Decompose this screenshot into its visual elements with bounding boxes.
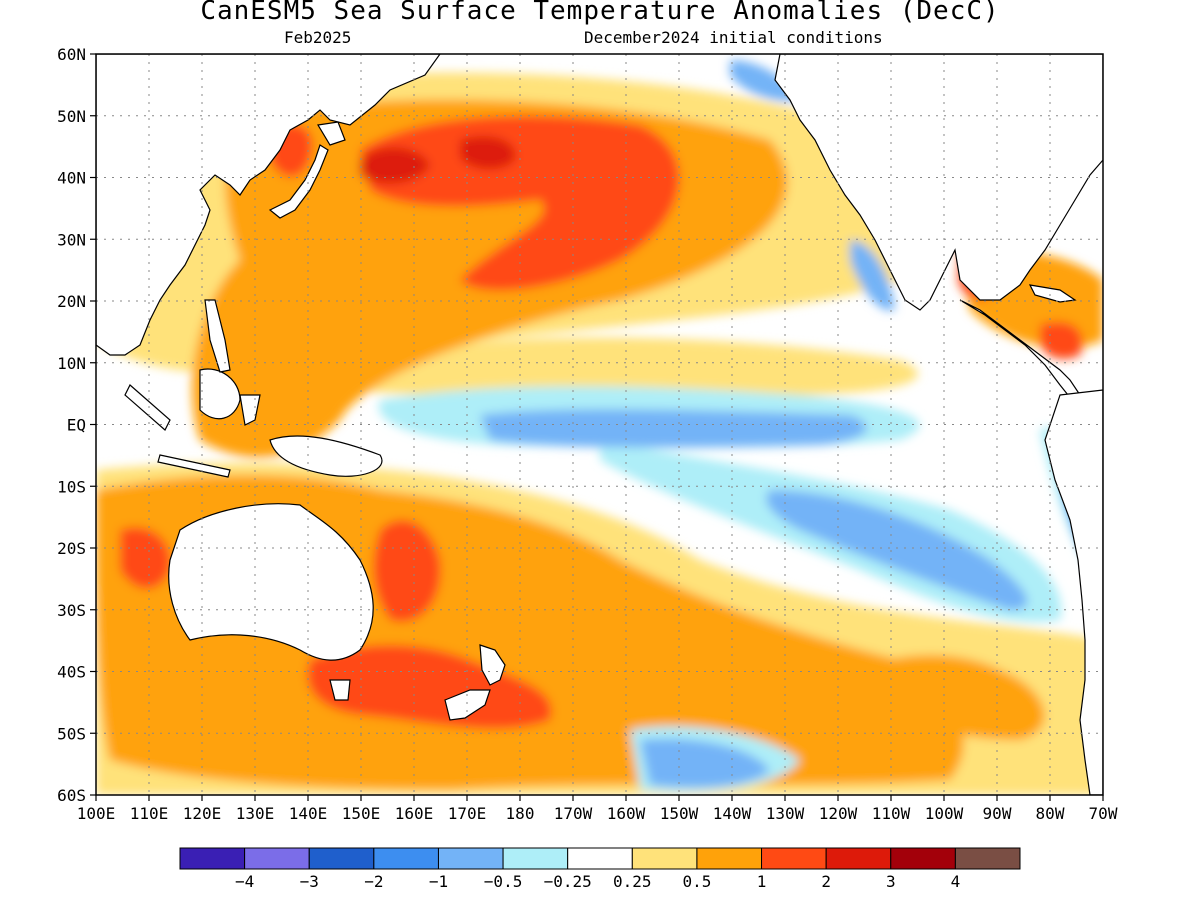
lon-label: 90W [983, 804, 1012, 823]
colorbar-swatch [244, 847, 310, 870]
lon-label: 170E [448, 804, 487, 823]
colorbar-label: −0.5 [484, 872, 523, 891]
colorbar-label: 4 [951, 872, 961, 891]
land-nz-north [479, 644, 506, 686]
land-borneo [199, 368, 241, 420]
lat-label: 20N [57, 292, 86, 311]
anomaly-region-orange [860, 655, 1045, 740]
lat-label: 10S [57, 477, 86, 496]
colorbar-swatch [179, 847, 246, 870]
lat-label: 20S [57, 539, 86, 558]
lon-label: 140W [713, 804, 752, 823]
land-asia [96, 54, 441, 356]
colorbar-label: 0.5 [682, 872, 711, 891]
lat-label: 10N [57, 354, 86, 373]
colorbar-swatch [502, 847, 569, 870]
colorbar-swatch [567, 847, 633, 870]
colorbar-label: −4 [235, 872, 254, 891]
land-australia [168, 503, 374, 661]
colorbar-label: −3 [300, 872, 319, 891]
land-sumatra [124, 384, 171, 431]
land-japan [268, 144, 329, 219]
land-new-guinea [269, 435, 383, 477]
lon-label: 120W [819, 804, 858, 823]
lon-label: 110W [872, 804, 911, 823]
colorbar-swatch [954, 847, 1021, 870]
land-cuba [1028, 284, 1077, 303]
anomaly-region-lightblue [640, 738, 770, 788]
colorbar-swatch [308, 847, 375, 870]
lon-label: 150E [342, 804, 381, 823]
colorbar-label: −2 [364, 872, 383, 891]
land-philippines [204, 299, 231, 373]
land-nz-south [444, 689, 491, 721]
lat-label: 30S [57, 601, 86, 620]
land-tasmania [329, 679, 351, 701]
anomaly-region-lightblue [850, 240, 895, 311]
init-conditions-label: December2024 initial conditions [584, 28, 883, 47]
coastlines [96, 54, 1103, 795]
lon-label: 130E [236, 804, 275, 823]
colorbar-label: 0.25 [613, 872, 652, 891]
anomaly-region-lightyellow [300, 337, 919, 396]
lon-label: 120E [183, 804, 222, 823]
longitude-axis: 100E 110E 120E 130E 140E 150E 160E 170E 180 170W 1… [77, 795, 1118, 823]
anomaly-region-darkred [360, 147, 430, 184]
anomaly-region-red [373, 520, 441, 622]
colorbar-swatch [890, 847, 956, 870]
colorbar-label: 1 [757, 872, 767, 891]
anomaly-regions [96, 60, 1103, 795]
valid-month-label: Feb2025 [284, 28, 352, 47]
lon-label: 100E [77, 804, 116, 823]
map-title: CanESM5 Sea Surface Temperature Anomalie… [200, 0, 1000, 26]
gridlines [96, 54, 1103, 795]
anomaly-region-red [1040, 321, 1083, 360]
colorbar-swatch [631, 847, 698, 870]
lon-label: 180 [506, 804, 535, 823]
colorbar-swatch [696, 847, 763, 870]
colorbar-label: −1 [429, 872, 448, 891]
land-north-america [774, 54, 1103, 311]
lon-label: 140E [289, 804, 328, 823]
lon-label: 70W [1089, 804, 1118, 823]
lon-label: 130W [766, 804, 805, 823]
colorbar-swatch [373, 847, 439, 870]
lon-label: 110E [130, 804, 169, 823]
colorbar-label: 2 [821, 872, 831, 891]
anomaly-region-lightblue [766, 490, 1028, 610]
lat-label: 60S [57, 786, 86, 805]
colorbar: −4 −3 −2 −1 −0.5 −0.25 0.25 0.5 1 2 3 4 [179, 847, 1021, 891]
lon-label: 160W [607, 804, 646, 823]
lat-label: 40S [57, 663, 86, 682]
colorbar-swatch [825, 847, 892, 870]
colorbar-label: 3 [886, 872, 896, 891]
lon-label: 150W [660, 804, 699, 823]
lon-label: 100W [925, 804, 964, 823]
lat-label: 50S [57, 724, 86, 743]
anomaly-region-red [307, 645, 552, 729]
lon-label: 160E [395, 804, 434, 823]
colorbar-label: −0.25 [544, 872, 592, 891]
latitude-axis: 60N 50N 40N 30N 20N 10N EQ 10S 20S 30S 40S 50S 60S [57, 45, 96, 805]
lat-label: 50N [57, 107, 86, 126]
anomaly-region-red [120, 527, 171, 589]
colorbar-swatch [761, 847, 827, 870]
anomaly-region-darkred [460, 136, 516, 170]
land-java [157, 454, 231, 478]
colorbar-swatch [437, 847, 504, 870]
lat-label: EQ [67, 416, 86, 435]
anomaly-region-lightblue [480, 409, 867, 448]
lat-label: 40N [57, 169, 86, 188]
lon-label: 80W [1036, 804, 1065, 823]
lat-label: 60N [57, 45, 86, 64]
land-sulawesi [239, 394, 261, 426]
anomaly-region-red [360, 115, 680, 291]
lat-label: 30N [57, 230, 86, 249]
land-hokkaido [317, 121, 346, 146]
lon-label: 170W [554, 804, 593, 823]
